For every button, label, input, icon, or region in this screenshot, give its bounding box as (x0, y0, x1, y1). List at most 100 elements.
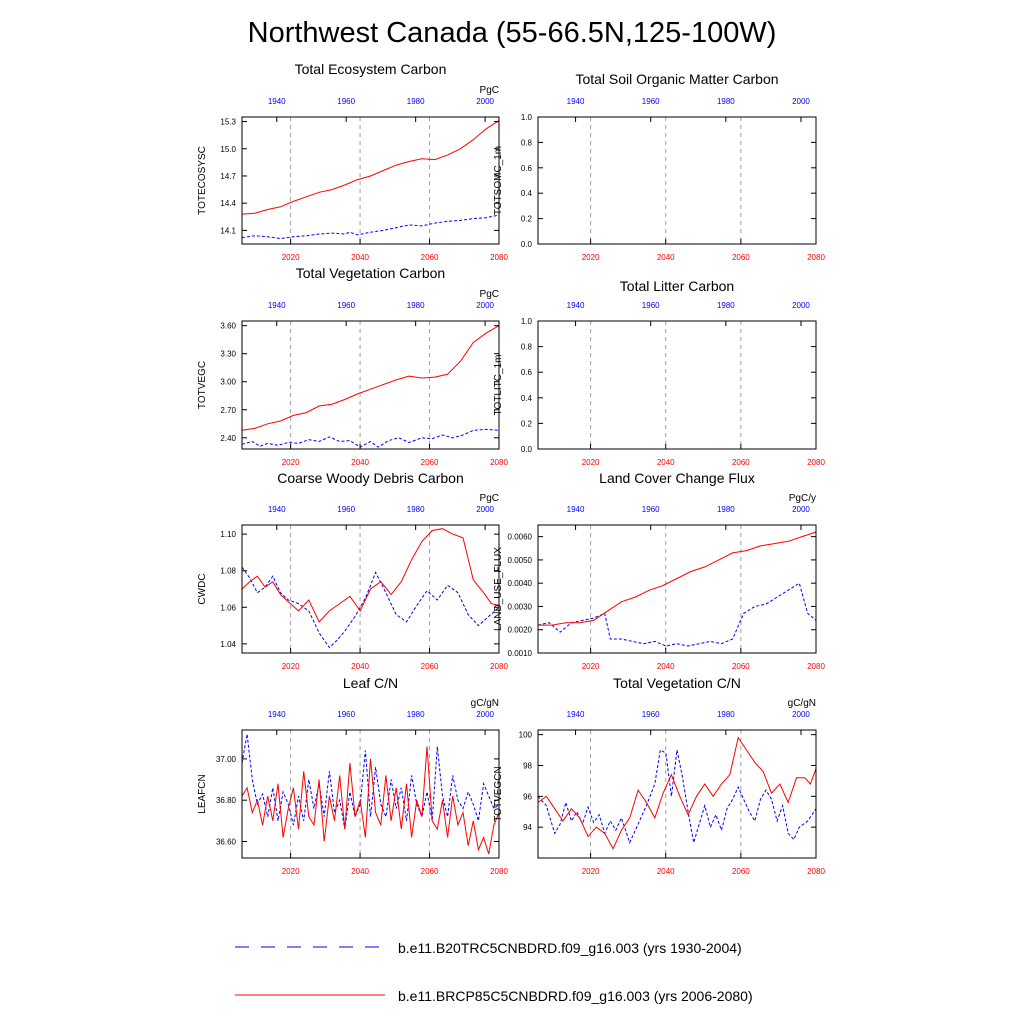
bottom-x-tick-label: 2060 (732, 458, 750, 467)
top-x-tick-label: 1940 (567, 710, 585, 719)
top-x-tick-label: 1980 (407, 505, 425, 514)
plot-frame (537, 729, 817, 859)
y-axis-label: TOTVEGCN (493, 766, 504, 821)
top-x-tick-label: 1940 (567, 505, 585, 514)
top-x-tick-label: 2000 (476, 97, 494, 106)
y-tick-label: 100 (519, 731, 533, 740)
chart-title: Total Soil Organic Matter Carbon (575, 71, 778, 87)
bottom-x-tick-label: 2040 (351, 253, 369, 262)
bottom-x-tick-label: 2080 (807, 253, 825, 262)
top-x-tick-label: 1940 (268, 505, 286, 514)
chart-panel-6: Land Cover Change Flux 0.0010 0.0020 0.0030… (493, 470, 825, 671)
bottom-x-tick-label: 2040 (657, 662, 675, 671)
y-tick-label: 0.0010 (508, 649, 533, 658)
top-x-tick-label: 2000 (476, 505, 494, 514)
y-tick-label: 15.3 (220, 118, 236, 127)
top-x-tick-label: 1940 (567, 97, 585, 106)
y-tick-label: 96 (523, 792, 532, 801)
units-label: gC/gN (788, 698, 816, 709)
bottom-x-tick-label: 2080 (807, 662, 825, 671)
y-tick-label: 0.2 (521, 419, 533, 428)
top-x-tick-label: 2000 (792, 97, 810, 106)
y-tick-label: 14.4 (220, 199, 236, 208)
y-tick-label: 0.0 (521, 240, 533, 249)
bottom-x-tick-label: 2060 (732, 253, 750, 262)
chart-panel-5: Coarse Woody Debris Carbon 1.04 1.06 1.08 1.… (197, 470, 508, 671)
units-label: gC/gN (471, 698, 499, 709)
top-x-tick-label: 1980 (717, 97, 735, 106)
y-tick-label: 94 (523, 823, 532, 832)
bottom-x-tick-label: 2080 (490, 867, 508, 876)
bottom-x-tick-label: 2020 (282, 662, 300, 671)
series-line-future (538, 531, 817, 626)
bottom-x-tick-label: 2080 (807, 458, 825, 467)
plot-frame (241, 524, 500, 654)
y-tick-label: 1.04 (220, 640, 236, 649)
top-x-tick-label: 1980 (717, 505, 735, 514)
series-line-historical (241, 428, 500, 448)
chart-panel-4: Total Litter Carbon 0.0 0.2 0.4 0.6 0.8 1.0 202… (493, 278, 825, 467)
bottom-x-tick-label: 2020 (282, 253, 300, 262)
y-tick-label: 36.60 (216, 837, 237, 846)
y-tick-label: 0.0050 (508, 556, 533, 565)
y-tick-label: 15.0 (220, 145, 236, 154)
y-tick-label: 0.6 (521, 368, 533, 377)
y-tick-label: 1.0 (521, 317, 533, 326)
bottom-x-tick-label: 2020 (582, 867, 600, 876)
y-tick-label: 0.2 (521, 215, 533, 224)
y-tick-label: 1.08 (220, 567, 236, 576)
top-x-tick-label: 1940 (268, 301, 286, 310)
y-tick-label: 0.8 (521, 343, 533, 352)
bottom-x-tick-label: 2020 (582, 458, 600, 467)
y-tick-label: 0.0030 (508, 602, 533, 611)
series-line-future (241, 746, 500, 855)
bottom-x-tick-label: 2060 (732, 662, 750, 671)
top-x-tick-label: 1980 (407, 710, 425, 719)
y-tick-label: 37.00 (216, 755, 237, 764)
top-x-tick-label: 1940 (567, 301, 585, 310)
legend: b.e11.B20TRC5CNBDRD.f09_g16.003 (yrs 193… (235, 940, 753, 1004)
plot-frame (241, 116, 500, 245)
top-x-tick-label: 1940 (268, 97, 286, 106)
chart-title: Total Ecosystem Carbon (295, 61, 447, 77)
plot-frame (241, 320, 500, 450)
plot-frame (537, 524, 817, 654)
y-axis-label: LAND_USE_FLUX (493, 547, 504, 631)
top-x-tick-label: 1960 (337, 301, 355, 310)
units-label: PgC/y (789, 493, 816, 504)
top-x-tick-label: 1960 (642, 710, 660, 719)
y-tick-label: 14.1 (220, 226, 236, 235)
chart-title: Total Vegetation C/N (613, 675, 741, 691)
y-tick-label: 0.0020 (508, 626, 533, 635)
bottom-x-tick-label: 2060 (421, 253, 439, 262)
chart-panel-2: Total Soil Organic Matter Carbon 0.0 0.2 0.… (493, 71, 825, 262)
top-x-tick-label: 1960 (642, 301, 660, 310)
bottom-x-tick-label: 2080 (807, 867, 825, 876)
chart-title: Total Vegetation Carbon (296, 265, 445, 281)
top-x-tick-label: 1960 (642, 97, 660, 106)
chart-title: Coarse Woody Debris Carbon (277, 470, 464, 486)
top-x-tick-label: 1960 (337, 710, 355, 719)
bottom-x-tick-label: 2080 (490, 458, 508, 467)
y-tick-label: 3.30 (220, 350, 236, 359)
plot-frame (537, 116, 817, 245)
series-line-future (241, 120, 500, 215)
y-axis-label: LEAFCN (197, 774, 208, 813)
y-tick-label: 14.7 (220, 172, 236, 181)
y-tick-label: 3.60 (220, 322, 236, 331)
series-line-historical (241, 214, 500, 240)
series-line-historical (241, 734, 500, 830)
y-tick-label: 0.0 (521, 445, 533, 454)
y-tick-label: 0.0040 (508, 579, 533, 588)
top-x-tick-label: 2000 (792, 710, 810, 719)
y-tick-label: 36.80 (216, 796, 237, 805)
bottom-x-tick-label: 2060 (421, 867, 439, 876)
y-tick-label: 0.8 (521, 138, 533, 147)
bottom-x-tick-label: 2040 (657, 867, 675, 876)
series-line-future (241, 325, 500, 431)
units-label: PgC (480, 289, 499, 300)
bottom-x-tick-label: 2060 (421, 458, 439, 467)
y-tick-label: 1.0 (521, 113, 533, 122)
chart-title: Land Cover Change Flux (599, 470, 755, 486)
